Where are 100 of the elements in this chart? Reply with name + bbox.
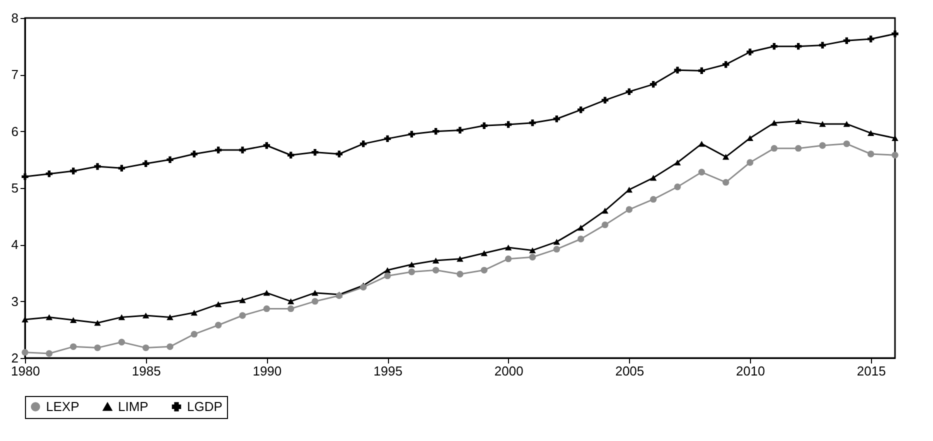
point xyxy=(312,148,318,156)
point xyxy=(867,130,874,136)
point xyxy=(892,135,898,142)
y-tick-label: 5 xyxy=(11,180,18,196)
point xyxy=(118,314,126,320)
x-tick-label: 2005 xyxy=(615,364,644,378)
point xyxy=(577,236,584,242)
point xyxy=(892,152,898,158)
x-tick-label: 1990 xyxy=(252,364,282,378)
point xyxy=(843,140,850,148)
point xyxy=(190,150,198,158)
point xyxy=(94,344,101,352)
point xyxy=(70,343,77,350)
point xyxy=(553,246,560,253)
point xyxy=(239,146,246,154)
point xyxy=(867,150,874,158)
point xyxy=(22,348,28,356)
point xyxy=(794,42,802,50)
y-tick-label: 8 xyxy=(11,10,18,26)
y-tick-label: 7 xyxy=(11,67,18,82)
point xyxy=(190,330,198,338)
point xyxy=(408,130,416,138)
point xyxy=(819,42,826,49)
x-tick-label: 2010 xyxy=(736,364,765,378)
point xyxy=(674,160,681,166)
x-tick-label: 1980 xyxy=(11,364,40,378)
point xyxy=(360,140,367,148)
point xyxy=(746,159,754,166)
point xyxy=(674,66,681,74)
point xyxy=(892,30,898,38)
point xyxy=(214,146,222,154)
point xyxy=(577,224,584,231)
point xyxy=(698,67,706,74)
point xyxy=(867,36,874,42)
y-tick-label: 4 xyxy=(11,237,18,252)
point xyxy=(312,290,318,296)
point xyxy=(746,48,754,56)
point xyxy=(770,42,778,50)
point xyxy=(22,173,28,180)
point xyxy=(626,88,633,96)
point xyxy=(94,320,101,326)
point xyxy=(70,168,77,174)
point xyxy=(722,61,730,68)
point xyxy=(384,267,391,274)
point xyxy=(529,254,536,260)
point xyxy=(432,258,440,264)
y-tick-label: 2 xyxy=(11,350,18,366)
point xyxy=(142,344,150,352)
x-tick-label: 2015 xyxy=(856,364,886,378)
y-tick-label: 3 xyxy=(11,294,18,309)
point xyxy=(722,154,730,160)
point xyxy=(746,135,754,142)
point xyxy=(602,208,608,214)
point xyxy=(843,121,850,127)
point xyxy=(263,142,270,149)
point xyxy=(166,156,174,164)
point xyxy=(118,338,126,346)
point xyxy=(263,290,270,296)
point xyxy=(46,314,53,320)
legend-label: LGDP xyxy=(187,398,222,414)
point xyxy=(553,238,560,245)
point xyxy=(336,150,343,158)
point xyxy=(577,106,584,114)
point xyxy=(432,128,440,135)
point xyxy=(263,305,270,312)
point xyxy=(650,196,657,203)
point xyxy=(287,152,294,158)
x-tick-label: 1995 xyxy=(374,364,402,378)
point xyxy=(190,310,198,316)
x-tick-label: 1985 xyxy=(132,364,161,378)
point xyxy=(384,272,391,280)
point xyxy=(166,314,174,320)
point xyxy=(553,116,560,122)
point xyxy=(626,206,633,213)
point xyxy=(770,120,778,126)
x-tick-label: 2000 xyxy=(494,364,524,378)
point xyxy=(602,96,608,104)
point xyxy=(698,168,706,176)
point xyxy=(529,247,536,254)
legend-label: LEXP xyxy=(46,398,80,414)
point xyxy=(674,184,681,190)
point xyxy=(480,250,488,256)
point xyxy=(408,262,416,268)
point xyxy=(239,297,246,304)
point xyxy=(456,126,464,134)
point xyxy=(819,142,826,149)
point xyxy=(408,268,416,276)
point xyxy=(722,178,730,186)
point xyxy=(142,312,150,318)
point xyxy=(843,37,850,44)
point xyxy=(214,301,222,308)
point xyxy=(626,186,633,193)
point xyxy=(239,312,246,319)
point xyxy=(166,343,174,350)
point xyxy=(794,118,802,124)
legend-label: LIMP xyxy=(118,398,148,414)
point xyxy=(650,80,657,88)
point xyxy=(504,121,512,128)
point xyxy=(529,119,536,126)
point xyxy=(456,270,464,278)
